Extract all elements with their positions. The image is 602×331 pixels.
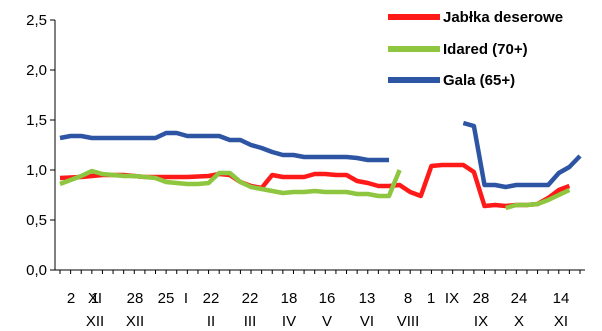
- x-tick-label-month: X: [514, 313, 524, 330]
- x-tick-label-month: XI: [554, 313, 568, 330]
- x-tick-label: 16: [319, 290, 336, 307]
- legend-label: Gala (65+): [443, 72, 515, 89]
- x-tick-label: I: [184, 290, 188, 307]
- x-tick-label: IX: [445, 290, 459, 307]
- x-tick-label: 28: [127, 290, 144, 307]
- x-tick-label-month: XII: [86, 313, 104, 330]
- x-tick-label-month: III: [244, 313, 257, 330]
- series-line-3: [59, 130, 389, 163]
- x-tick-label: 13: [359, 290, 376, 307]
- legend-label: Idared (70+): [443, 41, 528, 58]
- x-tick-label: 22: [203, 290, 220, 307]
- x-tick-label: 1: [91, 290, 99, 307]
- x-tick-label: 25: [158, 290, 175, 307]
- x-tick-label: XI: [88, 290, 102, 307]
- y-tick-label: 1,0: [26, 162, 47, 179]
- series-line-1: [59, 162, 571, 209]
- x-tick-label: 22: [242, 290, 259, 307]
- x-tick-label-month: XII: [126, 313, 144, 330]
- y-tick-label: 1,5: [26, 112, 47, 129]
- x-tick-label: 18: [281, 290, 298, 307]
- x-tick-label: 8: [404, 290, 412, 307]
- x-tick-label-month: IV: [282, 313, 296, 330]
- y-tick-label: 2,5: [26, 12, 47, 29]
- x-tick-label-month: IX: [474, 313, 488, 330]
- chart-legend: Jabłka deserowe Idared (70+) Gala (65+): [388, 9, 563, 89]
- x-tick-label-month: V: [322, 313, 332, 330]
- x-tick-label: 24: [511, 290, 528, 307]
- x-tick-label-month: VI: [360, 313, 374, 330]
- series-line-3: [462, 120, 582, 190]
- series-line-2: [59, 168, 402, 199]
- y-tick-label: 2,0: [26, 62, 47, 79]
- chart-lines: [59, 120, 582, 211]
- legend-label: Jabłka deserowe: [443, 9, 563, 26]
- x-tick-label: 28: [473, 290, 490, 307]
- series-line-2: [505, 187, 571, 211]
- y-tick-label: 0,0: [26, 262, 47, 279]
- y-tick-label: 0,5: [26, 212, 47, 229]
- x-tick-label-month: II: [207, 313, 215, 330]
- x-tick-label-month: VIII: [397, 313, 420, 330]
- x-tick-label: 1: [427, 290, 435, 307]
- x-tick-label: 14: [553, 290, 570, 307]
- x-tick-label: 2: [67, 290, 75, 307]
